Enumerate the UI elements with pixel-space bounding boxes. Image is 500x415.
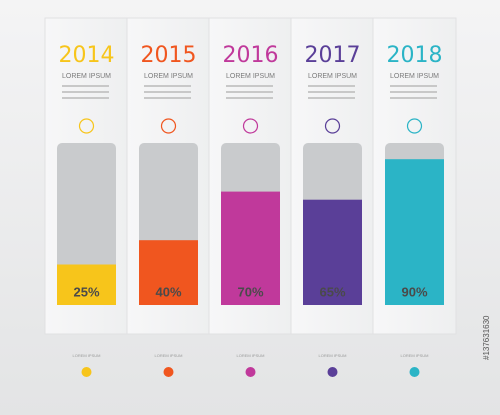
bar xyxy=(57,264,116,305)
footer-dot xyxy=(163,367,174,377)
icon xyxy=(324,118,341,134)
icon xyxy=(78,118,95,134)
subtitle: LOREM IPSUM xyxy=(308,73,357,80)
watermark: #137631630 xyxy=(482,315,491,360)
value-label: 90% xyxy=(401,284,427,299)
icon xyxy=(160,118,177,134)
year-label: 2016 xyxy=(223,43,279,68)
value-label: 70% xyxy=(237,284,263,299)
footer-label: LOREM IPSUM xyxy=(236,353,264,358)
value-label: 65% xyxy=(319,284,345,299)
footer-dot xyxy=(327,367,338,377)
subtitle: LOREM IPSUM xyxy=(226,73,275,80)
footer-label: LOREM IPSUM xyxy=(400,353,428,358)
bar xyxy=(139,240,198,305)
footer-dot xyxy=(81,367,92,377)
subtitle: LOREM IPSUM xyxy=(144,73,193,80)
subtitle: LOREM IPSUM xyxy=(62,73,111,80)
icon xyxy=(406,118,423,134)
subtitle: LOREM IPSUM xyxy=(390,73,439,80)
value-label: 40% xyxy=(155,284,181,299)
footer-label: LOREM IPSUM xyxy=(154,353,182,358)
year-label: 2017 xyxy=(305,43,361,68)
footer-dot xyxy=(245,367,256,377)
year-label: 2018 xyxy=(387,43,443,68)
footer-label: LOREM IPSUM xyxy=(72,353,100,358)
icon xyxy=(242,118,259,134)
footer-dot xyxy=(409,367,420,377)
footer-label: LOREM IPSUM xyxy=(318,353,346,358)
year-label: 2014 xyxy=(59,43,115,68)
bar xyxy=(385,159,444,305)
bar xyxy=(221,191,280,305)
year-label: 2015 xyxy=(141,43,197,68)
bar xyxy=(303,199,362,305)
value-label: 25% xyxy=(73,284,99,299)
